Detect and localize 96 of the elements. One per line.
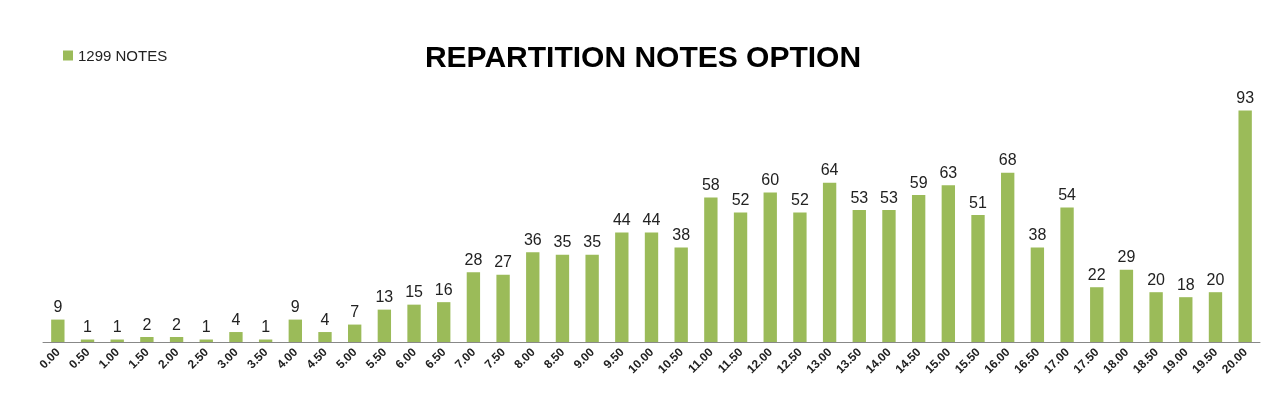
bar	[911, 195, 926, 342]
data-label: 53	[850, 188, 869, 206]
data-label: 35	[553, 233, 572, 251]
data-label: 58	[701, 176, 720, 194]
x-tick-label: 3.50	[244, 344, 271, 372]
x-tick-label: 8.00	[511, 344, 538, 372]
data-label: 20	[1206, 270, 1225, 288]
x-tick-label: 5.50	[362, 344, 390, 372]
bar	[318, 332, 332, 342]
data-label: 22	[1087, 265, 1106, 283]
data-label: 13	[375, 288, 394, 306]
data-label: 93	[1236, 88, 1255, 106]
data-label: 7	[350, 303, 360, 321]
bar	[852, 210, 866, 342]
bar	[347, 324, 362, 342]
data-label: 29	[1117, 248, 1136, 266]
bar	[1208, 292, 1223, 342]
data-label: 1	[83, 318, 93, 336]
data-label: 60	[761, 171, 780, 189]
data-label: 1	[201, 318, 211, 336]
bar	[229, 332, 243, 342]
x-tick-label: 6.00	[392, 344, 420, 372]
x-tick-label: 4.50	[303, 344, 331, 372]
data-label: 53	[880, 188, 898, 206]
bar	[169, 337, 184, 342]
bar	[822, 182, 837, 342]
bar	[51, 319, 65, 342]
bar	[1001, 172, 1015, 342]
data-label: 9	[290, 298, 300, 316]
legend-label: 1299 NOTES	[78, 47, 168, 64]
data-label: 63	[939, 163, 958, 181]
x-tick-label: 7.50	[481, 344, 509, 372]
bar	[1149, 292, 1163, 342]
data-label: 51	[969, 193, 988, 211]
bar	[704, 197, 718, 342]
bar	[585, 254, 599, 342]
data-label: 64	[820, 161, 839, 179]
bar	[437, 302, 451, 342]
data-label: 2	[172, 315, 182, 333]
data-label: 27	[494, 253, 513, 271]
bar	[793, 212, 807, 342]
x-tick-label: 0.50	[66, 344, 93, 372]
x-tick-label: 4.00	[273, 344, 301, 372]
bar	[644, 232, 659, 342]
bar	[1179, 297, 1193, 342]
x-tick-label: 9.50	[600, 344, 627, 372]
bar	[674, 247, 688, 342]
data-label: 16	[434, 280, 453, 298]
data-label: 4	[231, 310, 241, 328]
bar	[288, 319, 302, 342]
bar	[140, 337, 154, 342]
data-label: 15	[405, 283, 424, 301]
x-tick-label: 9.00	[570, 344, 598, 372]
bar	[615, 232, 629, 342]
bar	[1119, 269, 1134, 342]
data-label: 28	[464, 250, 483, 268]
bar	[526, 252, 540, 342]
x-tick-label: 8.50	[541, 344, 568, 372]
bar	[971, 215, 985, 342]
bar	[763, 192, 777, 342]
bar	[466, 272, 481, 342]
x-tick-label: 7.00	[451, 344, 479, 372]
bar	[1030, 247, 1045, 342]
data-label: 18	[1176, 275, 1195, 293]
chart-title: REPARTITION NOTES OPTION	[424, 39, 862, 73]
bar	[496, 274, 510, 342]
x-tick-label: 6.50	[422, 344, 449, 372]
data-label: 1	[112, 318, 122, 336]
data-label: 2	[142, 315, 152, 333]
bar	[407, 304, 421, 342]
data-label: 44	[612, 210, 631, 228]
bar	[941, 185, 956, 342]
x-tick-label: 3.00	[214, 344, 242, 372]
data-label: 52	[731, 191, 750, 209]
bar	[733, 212, 748, 342]
data-label: 1	[261, 318, 271, 336]
bar	[882, 210, 896, 342]
data-label: 38	[672, 225, 691, 243]
data-label: 68	[998, 151, 1017, 169]
data-label: 52	[791, 191, 809, 209]
data-label: 44	[642, 210, 661, 228]
data-label: 38	[1028, 225, 1047, 243]
data-label: 36	[523, 230, 542, 248]
data-label: 35	[583, 233, 602, 251]
data-label: 20	[1147, 270, 1166, 288]
bar	[555, 254, 570, 342]
data-label: 54	[1058, 186, 1077, 204]
x-tick-label: 0.00	[36, 344, 64, 372]
data-label: 9	[53, 298, 63, 316]
data-label: 4	[320, 310, 330, 328]
bar	[1060, 207, 1074, 342]
x-tick-label: 5.00	[333, 344, 360, 372]
bar	[377, 309, 392, 342]
bar	[1090, 287, 1104, 342]
bar	[1238, 110, 1252, 342]
data-label: 59	[909, 173, 928, 191]
